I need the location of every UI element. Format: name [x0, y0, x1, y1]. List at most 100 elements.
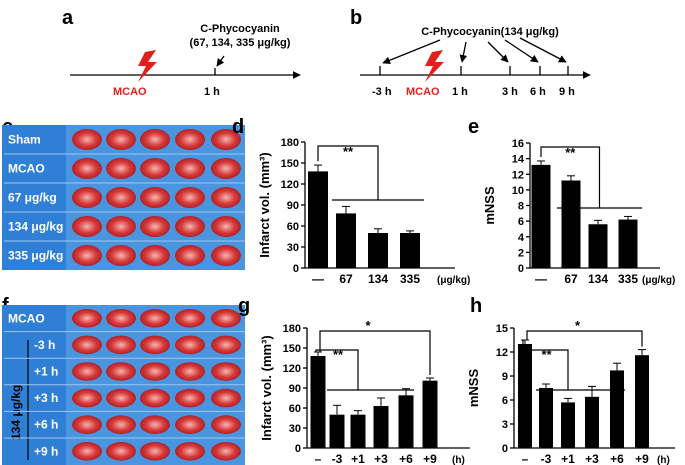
timeline-a-time: 1 h [204, 86, 220, 98]
x-tick-label: +1 [351, 452, 365, 465]
y-tick-label: 6 [502, 395, 508, 407]
bar [610, 370, 624, 448]
chart-g: 0 30 60 90 120 150 180 Infarct vol. (mm³) – -3 +1 +… [259, 318, 470, 465]
brain-slice [106, 442, 136, 461]
significance-bracket [315, 349, 359, 390]
x-unit-label: (μg/kg) [642, 275, 675, 286]
y-axis-label: Infarct vol. (mm³) [259, 335, 274, 440]
brain-slice [211, 335, 241, 355]
brain-slice [211, 129, 241, 150]
x-tick-label: 134 [588, 272, 608, 286]
bar [561, 180, 581, 268]
significance-bracket [319, 330, 431, 375]
brain-slice [211, 158, 241, 179]
y-tick-label: 6 [518, 216, 524, 228]
brain-slice [72, 245, 102, 266]
x-tick-label: +3 [585, 452, 599, 465]
significance-label: ** [333, 347, 344, 362]
brain-slice [72, 158, 102, 179]
brain-slice [175, 362, 205, 381]
brain-slice [175, 309, 205, 328]
brain-slice [72, 335, 102, 355]
x-tick-label: – [522, 452, 529, 465]
x-tick-label: +1 [561, 452, 575, 465]
x-tick-label: +3 [374, 452, 388, 465]
brain-slice [106, 415, 136, 435]
brain-slice [140, 245, 170, 266]
brain-slice [106, 309, 136, 328]
brain-slice [211, 309, 241, 328]
brain-slice [106, 216, 136, 237]
bar [400, 233, 420, 268]
brain-slice [175, 129, 205, 150]
brain-slice [211, 216, 241, 237]
bar [350, 414, 366, 448]
bar [618, 219, 638, 268]
x-tick-label: – [315, 452, 322, 465]
bar [635, 355, 649, 448]
row-label: 134 μg/kg [8, 220, 63, 234]
brain-slice [106, 245, 136, 266]
brain-slice [106, 335, 136, 355]
y-tick-label: 150 [281, 158, 299, 170]
timeline-b-drug: C-Phycocyanin(134 μg/kg) [421, 26, 559, 38]
y-tick-label: 30 [289, 423, 301, 435]
row-label: +3 h [34, 391, 58, 405]
bar [310, 356, 326, 448]
x-tick-label: — [312, 272, 324, 286]
brain-slice [175, 415, 205, 435]
brain-slice [175, 335, 205, 355]
brain-slice [140, 158, 170, 179]
y-tick-label: 0 [518, 263, 524, 275]
panel-label-e: e [468, 116, 479, 138]
y-tick-label: 180 [283, 323, 301, 335]
timeline-b-time-5: 9 h [559, 86, 575, 98]
y-tick-label: 8 [518, 201, 524, 213]
y-tick-label: 90 [287, 200, 299, 212]
timeline-b-time-2: 1 h [452, 86, 468, 98]
panel-f-group-label: 134 μg/kg [9, 385, 23, 440]
chart-d: 0 30 60 90 120 150 180 Infarct vol. (mm³) — 67 134… [257, 137, 470, 286]
significance-bracket [526, 330, 643, 347]
brain-slice [72, 216, 102, 237]
y-tick-label: 120 [281, 179, 299, 191]
x-tick-label: 134 [368, 272, 388, 286]
brain-slice [140, 388, 170, 408]
row-label: 335 μg/kg [8, 249, 63, 263]
timeline-b-arrow-5 [519, 37, 567, 63]
panel-label-a: a [62, 7, 74, 29]
y-tick-label: 3 [502, 419, 508, 431]
brain-slice [211, 245, 241, 266]
panel-f-rows: MCAO -3 h +1 h +3 h +6 h +9 h [4, 309, 245, 461]
timeline-b-arrow-3 [487, 41, 509, 63]
bar [368, 233, 388, 268]
row-label: +9 h [34, 444, 58, 458]
timeline-b-event: MCAO [406, 86, 440, 98]
bar [531, 164, 551, 268]
x-tick-label: — [535, 272, 547, 286]
y-tick-label: 14 [512, 154, 525, 166]
brain-slice [211, 187, 241, 208]
brain-slice [72, 309, 102, 328]
lightning-icon [138, 50, 157, 82]
timeline-b-time-4: 6 h [530, 86, 546, 98]
y-axis-label: mNSS [466, 369, 481, 408]
y-axis-label: mNSS [482, 186, 497, 225]
brain-slice [140, 415, 170, 435]
brain-slice [140, 442, 170, 461]
x-tick-label: +6 [399, 452, 413, 465]
brain-slice [72, 442, 102, 461]
row-label: MCAO [8, 311, 45, 325]
bar [336, 213, 356, 268]
x-tick-label: 67 [564, 272, 578, 286]
brain-slice [106, 362, 136, 381]
significance-bracket [317, 145, 379, 200]
brain-slice [106, 129, 136, 150]
brain-slice [106, 187, 136, 208]
brain-slice [72, 415, 102, 435]
timeline-a-dose: (67, 134, 335 μg/kg) [190, 37, 291, 49]
timeline-b-time-1: -3 h [372, 86, 392, 98]
y-tick-label: 30 [287, 242, 299, 254]
brain-slice [175, 158, 205, 179]
